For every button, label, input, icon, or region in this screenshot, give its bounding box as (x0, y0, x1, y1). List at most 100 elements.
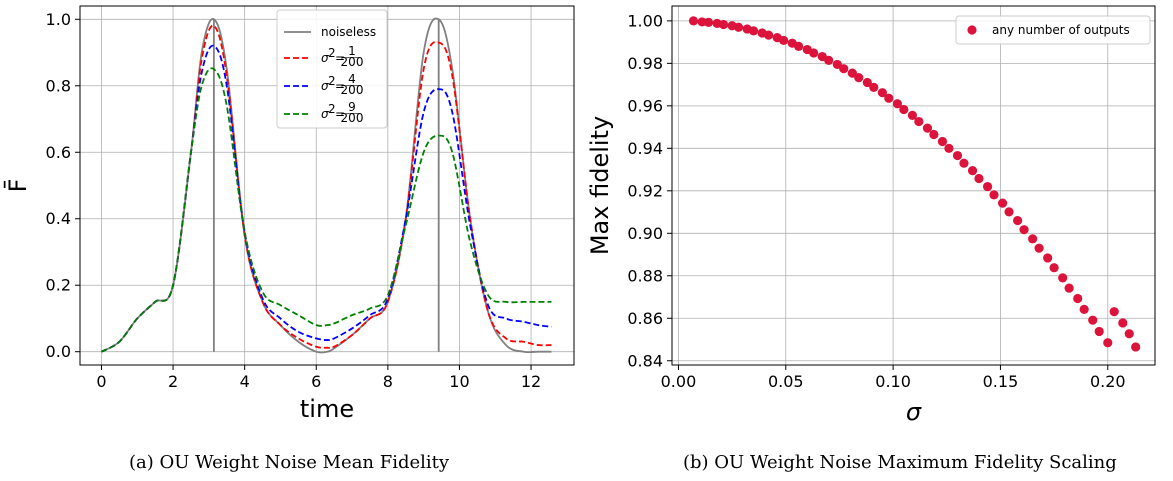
data-point (877, 88, 887, 98)
panel-a-y-label: F̄ (3, 179, 32, 193)
series-sigma2-1-200 (101, 24, 552, 353)
y-tick-label: 1.00 (627, 11, 663, 30)
data-point (1049, 263, 1059, 273)
legend-denominator: 200 (341, 111, 364, 125)
x-tick-label: 6 (311, 372, 321, 391)
data-point (1043, 253, 1053, 263)
data-point (959, 158, 969, 168)
data-point (922, 123, 933, 133)
x-tick-label: 0.00 (661, 372, 697, 391)
x-tick-label: 0.10 (875, 372, 911, 391)
data-point (1109, 307, 1119, 317)
panel-b-axes-frame (671, 5, 1156, 366)
data-point (892, 99, 903, 109)
y-tick-label: 0.8 (46, 76, 71, 95)
data-point (1073, 293, 1083, 304)
data-point (967, 166, 978, 176)
data-point (1013, 215, 1023, 226)
legend-box (276, 9, 388, 129)
legend-marker (967, 25, 977, 35)
panel-b-y-label: Max fidelity (586, 116, 614, 255)
data-point (1088, 315, 1098, 325)
panel-b-grid (672, 6, 1155, 365)
y-tick-label: 0.84 (627, 351, 663, 370)
data-point (944, 143, 954, 153)
data-point (1124, 329, 1134, 339)
data-point (1103, 338, 1113, 348)
data-point (1094, 326, 1104, 337)
panel-b-legend: any number of outputs (955, 15, 1151, 45)
panel-a-chart: 0 2 4 6 8 10 120.00.20.40.60.81.0 time F̄ nois… (3, 5, 575, 423)
legend-entry-any-number-of-outputs: any number of outputs (992, 23, 1130, 37)
x-tick-label: 2 (168, 372, 178, 391)
data-point (854, 72, 864, 83)
figure: 0 2 4 6 8 10 120.00.20.40.60.81.0 time F̄ nois… (3, 5, 1156, 426)
x-tick-label: 10 (449, 372, 469, 391)
data-point (703, 17, 714, 27)
caption-b: (b) OU Weight Noise Maximum Fidelity Sca… (683, 452, 1117, 473)
legend-exponent: 2 (328, 46, 336, 60)
data-point (1034, 243, 1044, 253)
x-tick-label: 4 (240, 372, 250, 391)
y-tick-label: 0.94 (627, 139, 663, 158)
panel-a-ticks: 0 2 4 6 8 10 120.00.20.40.60.81.0 (46, 10, 542, 391)
y-tick-label: 0.6 (46, 143, 71, 162)
x-tick-label: 0.20 (1090, 372, 1126, 391)
caption-a: (a) OU Weight Noise Mean Fidelity (129, 452, 450, 473)
legend-denominator: 200 (341, 55, 364, 69)
data-point (824, 55, 834, 65)
data-point (997, 198, 1008, 208)
data-point (914, 116, 924, 127)
data-point (794, 41, 804, 51)
data-point (718, 19, 729, 30)
legend-equals: = (335, 51, 345, 65)
data-point (1019, 225, 1029, 235)
data-point (1064, 283, 1074, 293)
y-tick-label: 0.2 (46, 276, 71, 295)
x-tick-label: 0.15 (983, 372, 1019, 391)
x-tick-label: 0 (96, 372, 106, 391)
y-tick-label: 0.88 (627, 266, 663, 285)
y-tick-label: 0.90 (627, 224, 663, 243)
y-tick-label: 1.0 (46, 10, 71, 29)
panel-a-series (101, 17, 552, 354)
data-point (907, 110, 918, 120)
x-tick-label: 0.05 (768, 372, 804, 391)
data-point (1028, 234, 1038, 244)
legend-sigma-text: σ (321, 51, 329, 65)
data-point (989, 190, 999, 200)
legend-exponent: 2 (328, 74, 336, 88)
legend-equals: = (335, 107, 345, 121)
data-point (862, 77, 872, 88)
data-point (748, 26, 759, 36)
legend-box (955, 15, 1151, 45)
y-tick-label: 0.92 (627, 181, 663, 200)
data-point (1079, 304, 1089, 314)
legend-denominator: 200 (341, 83, 364, 97)
panel-b-points (688, 16, 1141, 352)
data-point (929, 129, 939, 140)
legend-sigma-text: σ (321, 79, 329, 93)
y-tick-label: 0.4 (46, 209, 71, 228)
y-tick-label: 0.0 (46, 342, 71, 361)
data-point (688, 16, 699, 26)
data-point (937, 136, 948, 147)
data-point (1118, 318, 1128, 328)
data-point (1004, 207, 1014, 217)
y-tick-label: 0.98 (627, 54, 663, 73)
x-tick-label: 12 (521, 372, 541, 391)
data-point (839, 64, 849, 74)
data-point (764, 30, 774, 40)
panel-a-x-label: time (300, 395, 354, 423)
legend-numerator: 1 (348, 44, 356, 58)
data-point (884, 93, 894, 103)
data-point (869, 82, 879, 92)
data-point (899, 104, 909, 115)
y-tick-label: 0.86 (627, 309, 663, 328)
legend-entry-noiseless: noiseless (321, 25, 376, 39)
legend-numerator: 4 (348, 72, 356, 86)
